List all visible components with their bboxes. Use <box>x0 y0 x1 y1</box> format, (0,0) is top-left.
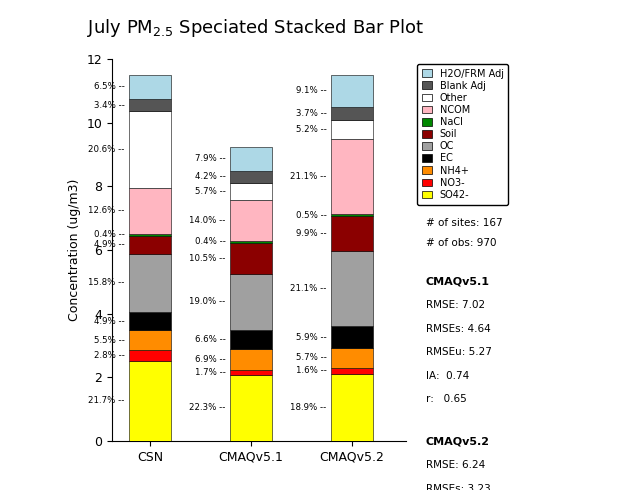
Text: 18.9% --: 18.9% -- <box>291 403 326 412</box>
Bar <box>331 216 372 251</box>
Text: 9.1% --: 9.1% -- <box>296 86 326 96</box>
Text: CMAQv5.1: CMAQv5.1 <box>426 277 490 287</box>
Text: 10.5% --: 10.5% -- <box>189 254 225 263</box>
Text: 15.8% --: 15.8% -- <box>88 278 125 287</box>
Bar <box>230 147 272 171</box>
Bar <box>129 361 171 441</box>
Text: # of sites: 167: # of sites: 167 <box>426 218 502 228</box>
Bar <box>331 139 372 214</box>
Bar <box>129 330 171 350</box>
Bar <box>129 312 171 330</box>
Text: 5.2% --: 5.2% -- <box>296 125 326 134</box>
Text: 6.9% --: 6.9% -- <box>195 355 225 364</box>
Bar <box>230 273 272 330</box>
Bar <box>230 171 272 183</box>
Text: 1.7% --: 1.7% -- <box>195 368 225 377</box>
Text: 5.7% --: 5.7% -- <box>195 187 225 196</box>
Bar <box>129 254 171 312</box>
Text: 0.4% --: 0.4% -- <box>195 238 225 246</box>
Bar <box>331 368 372 373</box>
Text: 21.7% --: 21.7% -- <box>88 396 125 405</box>
Bar <box>331 251 372 326</box>
Bar <box>331 347 372 368</box>
Text: 21.1% --: 21.1% -- <box>290 172 326 181</box>
Bar <box>331 326 372 347</box>
Bar <box>129 234 171 236</box>
Text: 4.9% --: 4.9% -- <box>94 240 125 249</box>
Bar <box>230 243 272 273</box>
Legend: H2O/FRM Adj, Blank Adj, Other, NCOM, NaCl, Soil, OC, EC, NH4+, NO3-, SO42-: H2O/FRM Adj, Blank Adj, Other, NCOM, NaC… <box>417 64 508 205</box>
Text: RMSEs: 4.64: RMSEs: 4.64 <box>426 324 490 334</box>
Text: RMSE: 7.02: RMSE: 7.02 <box>426 300 484 310</box>
Text: RMSE: 6.24: RMSE: 6.24 <box>426 460 485 470</box>
Text: 4.2% --: 4.2% -- <box>195 172 225 181</box>
Text: RMSEs: 3.23: RMSEs: 3.23 <box>426 484 490 490</box>
Text: 6.6% --: 6.6% -- <box>195 335 225 344</box>
Text: 4.9% --: 4.9% -- <box>94 317 125 326</box>
Text: 14.0% --: 14.0% -- <box>189 216 225 225</box>
Bar <box>230 330 272 349</box>
Y-axis label: Concentration (ug/m3): Concentration (ug/m3) <box>68 179 81 321</box>
Text: 3.4% --: 3.4% -- <box>93 100 125 110</box>
Bar <box>230 200 272 242</box>
Text: 20.6% --: 20.6% -- <box>88 145 125 154</box>
Text: CMAQv5.2: CMAQv5.2 <box>426 437 490 447</box>
Bar <box>331 373 372 441</box>
Text: 19.0% --: 19.0% -- <box>189 297 225 306</box>
Text: 0.5% --: 0.5% -- <box>296 211 326 220</box>
Bar <box>230 242 272 243</box>
Bar <box>230 375 272 441</box>
Text: 0.4% --: 0.4% -- <box>93 230 125 239</box>
Text: 5.7% --: 5.7% -- <box>296 353 326 362</box>
Text: 9.9% --: 9.9% -- <box>296 229 326 238</box>
Text: 22.3% --: 22.3% -- <box>189 403 225 413</box>
Bar <box>129 75 171 99</box>
Bar <box>230 370 272 375</box>
Text: RMSEu: 5.27: RMSEu: 5.27 <box>426 347 492 357</box>
Text: r:   0.65: r: 0.65 <box>426 394 467 404</box>
Text: 2.8% --: 2.8% -- <box>93 351 125 360</box>
Text: 5.9% --: 5.9% -- <box>296 333 326 342</box>
Text: 12.6% --: 12.6% -- <box>88 206 125 215</box>
Text: 3.7% --: 3.7% -- <box>296 109 326 118</box>
Text: 6.5% --: 6.5% -- <box>93 82 125 91</box>
Bar <box>331 214 372 216</box>
Bar <box>230 183 272 200</box>
Text: # of obs: 970: # of obs: 970 <box>426 238 496 247</box>
Bar <box>129 236 171 254</box>
Text: 1.6% --: 1.6% -- <box>296 366 326 375</box>
Text: IA:  0.74: IA: 0.74 <box>426 371 469 381</box>
Text: 7.9% --: 7.9% -- <box>195 154 225 163</box>
Bar <box>331 121 372 139</box>
Text: 21.1% --: 21.1% -- <box>290 284 326 294</box>
Bar <box>230 349 272 370</box>
Bar <box>331 107 372 121</box>
Text: July PM$_{2.5}$ Speciated Stacked Bar Plot: July PM$_{2.5}$ Speciated Stacked Bar Pl… <box>88 17 424 39</box>
Text: 5.5% --: 5.5% -- <box>93 336 125 345</box>
Bar <box>129 188 171 234</box>
Bar <box>129 99 171 111</box>
Bar <box>331 74 372 107</box>
Bar <box>129 111 171 188</box>
Bar <box>129 350 171 361</box>
